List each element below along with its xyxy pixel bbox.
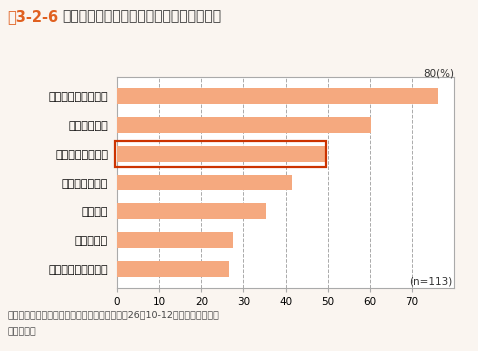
Bar — [117, 204, 266, 219]
Text: (n=113): (n=113) — [409, 276, 452, 286]
Text: 作成: 作成 — [7, 327, 36, 336]
Bar — [117, 117, 371, 133]
Text: 外国人観光客が訪日前に期待していたこと: 外国人観光客が訪日前に期待していたこと — [62, 9, 221, 23]
Text: 資料：観光庁「訪日外国人消費動向調査（平成26年10-12月報告書）」より: 資料：観光庁「訪日外国人消費動向調査（平成26年10-12月報告書）」より — [7, 311, 219, 320]
Bar — [117, 146, 326, 161]
Bar — [117, 88, 438, 104]
Text: 図3-2-6: 図3-2-6 — [7, 9, 58, 24]
Bar — [117, 174, 293, 191]
Bar — [117, 261, 229, 277]
Bar — [117, 232, 232, 248]
Text: 80(%): 80(%) — [423, 68, 454, 78]
